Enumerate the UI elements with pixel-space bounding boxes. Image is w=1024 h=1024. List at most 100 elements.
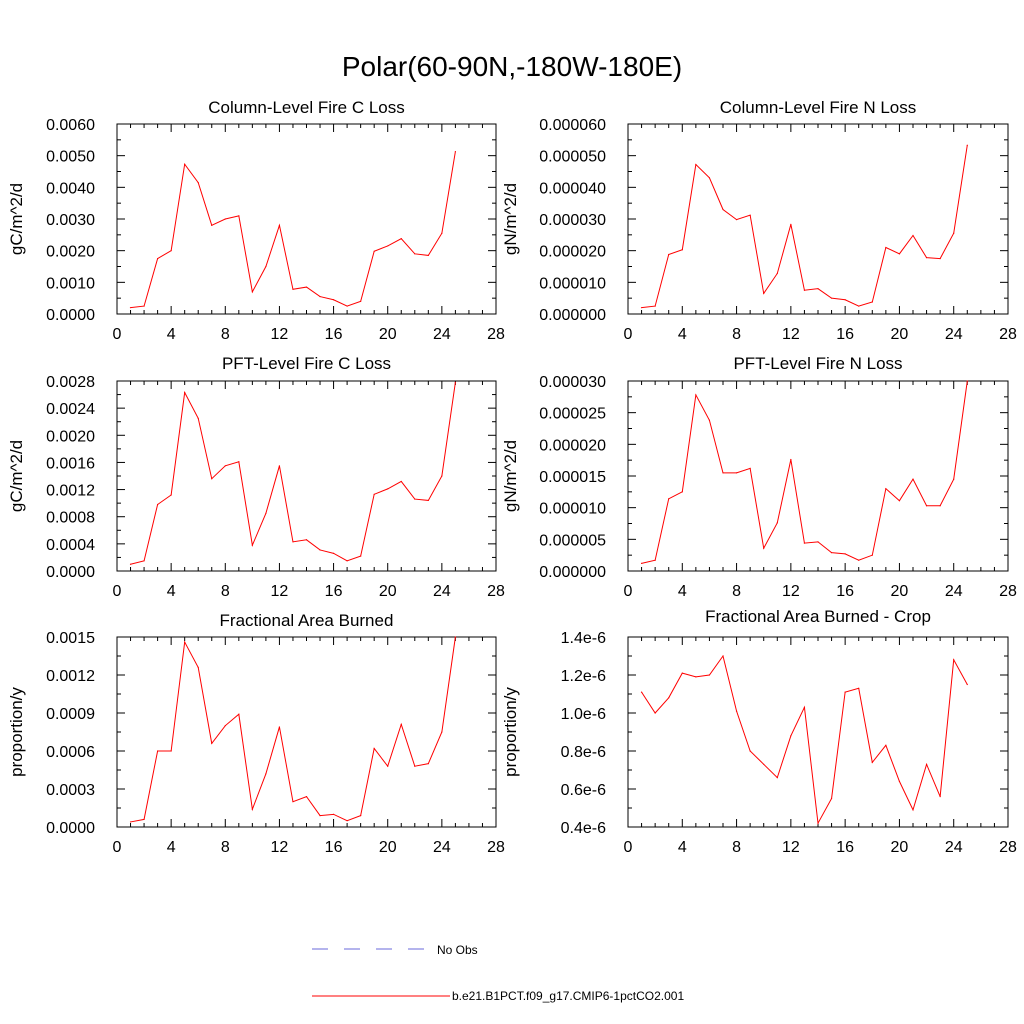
data-point — [251, 544, 253, 546]
data-point — [763, 763, 765, 765]
data-point — [722, 208, 724, 211]
y-tick-label: 0.0006 — [46, 744, 95, 761]
data-point — [885, 488, 887, 490]
panel-title: Fractional Area Burned - Crop — [705, 607, 931, 626]
data-point — [790, 735, 792, 737]
x-tick-label: 28 — [999, 583, 1017, 600]
data-point — [441, 475, 443, 477]
data-point — [184, 641, 186, 643]
data-point — [654, 559, 656, 561]
data-point — [925, 505, 928, 507]
data-point — [817, 822, 819, 824]
panel-title: Column-Level Fire N Loss — [720, 98, 917, 117]
data-point — [830, 552, 833, 554]
data-point — [817, 541, 819, 543]
data-point — [292, 541, 294, 543]
data-point — [640, 691, 643, 693]
data-point — [319, 815, 321, 817]
x-tick-label: 4 — [678, 839, 687, 856]
data-point — [722, 472, 724, 474]
data-point — [265, 773, 267, 775]
y-tick-label: 0.0024 — [46, 401, 95, 418]
x-tick-label: 24 — [433, 326, 451, 343]
data-point — [238, 461, 240, 463]
data-point — [776, 777, 778, 779]
data-point — [143, 560, 145, 562]
y-tick-label: 0.8e-6 — [561, 744, 606, 761]
x-tick-label: 16 — [836, 839, 854, 856]
data-point — [265, 265, 267, 268]
y-tick-label: 0.000025 — [539, 406, 606, 423]
data-point — [454, 636, 456, 638]
y-tick-label: 0.000020 — [539, 437, 606, 454]
x-tick-label: 20 — [891, 326, 909, 343]
data-point — [387, 488, 389, 490]
data-point — [427, 763, 429, 765]
data-point — [953, 232, 955, 234]
x-tick-label: 24 — [433, 583, 451, 600]
data-point — [668, 498, 670, 500]
data-point — [803, 542, 806, 544]
data-point — [898, 253, 901, 255]
x-tick-label: 28 — [487, 839, 505, 856]
y-tick-label: 0.0030 — [46, 212, 95, 229]
x-tick-label: 4 — [167, 326, 176, 343]
series-line — [130, 382, 456, 565]
data-point — [898, 500, 901, 502]
figure-title: Polar(60-90N,-180W-180E) — [342, 51, 682, 82]
data-point — [844, 553, 846, 555]
data-point — [830, 297, 833, 299]
y-tick-label: 0.000000 — [539, 307, 606, 324]
x-tick-label: 4 — [678, 326, 687, 343]
data-point — [360, 300, 362, 302]
data-point — [143, 818, 145, 821]
panel-2: 0 4 8 12 16 20 24 28 0.000000 0.000010 0.000020 0.0… — [501, 98, 1017, 343]
data-point — [912, 809, 914, 811]
x-tick-label: 20 — [891, 839, 909, 856]
x-tick-label: 8 — [221, 326, 230, 343]
y-tick-label: 0.0000 — [46, 307, 95, 324]
x-tick-label: 8 — [732, 583, 741, 600]
series-line — [641, 380, 968, 564]
data-point — [211, 742, 213, 745]
data-point — [735, 710, 738, 712]
data-point — [157, 750, 159, 752]
data-point — [749, 214, 751, 216]
y-tick-label: 0.000000 — [539, 564, 606, 581]
data-point — [238, 713, 240, 715]
data-point — [708, 177, 711, 179]
data-point — [966, 380, 968, 382]
data-point — [708, 674, 711, 676]
y-tick-label: 0.000050 — [539, 149, 606, 166]
x-tick-label: 0 — [624, 326, 633, 343]
y-axis-label: gC/m^2/d — [7, 183, 26, 255]
x-tick-label: 28 — [999, 326, 1017, 343]
data-point — [305, 286, 308, 288]
y-tick-label: 0.0004 — [46, 537, 95, 554]
x-tick-label: 12 — [271, 583, 289, 600]
data-point — [790, 458, 792, 461]
data-point — [939, 257, 941, 260]
plot-frame — [116, 123, 497, 315]
data-point — [129, 821, 132, 823]
x-tick-label: 16 — [325, 839, 343, 856]
panel-title: PFT-Level Fire N Loss — [733, 354, 902, 373]
panel-title: PFT-Level Fire C Loss — [222, 354, 391, 373]
data-point — [332, 552, 335, 554]
data-point — [400, 238, 402, 240]
x-tick-label: 16 — [836, 326, 854, 343]
data-point — [197, 666, 199, 669]
y-tick-label: 0.000030 — [539, 212, 606, 229]
data-point — [387, 245, 389, 247]
data-point — [817, 288, 819, 290]
data-point — [966, 144, 968, 146]
data-point — [292, 801, 294, 803]
plot-frame — [627, 123, 1009, 315]
y-axis-label: gC/m^2/d — [7, 440, 26, 512]
data-point — [400, 723, 402, 726]
data-point — [346, 820, 348, 822]
x-tick-label: 16 — [325, 326, 343, 343]
y-tick-label: 0.0003 — [46, 782, 95, 799]
y-tick-label: 0.0015 — [46, 630, 95, 647]
y-tick-label: 0.0050 — [46, 149, 95, 166]
